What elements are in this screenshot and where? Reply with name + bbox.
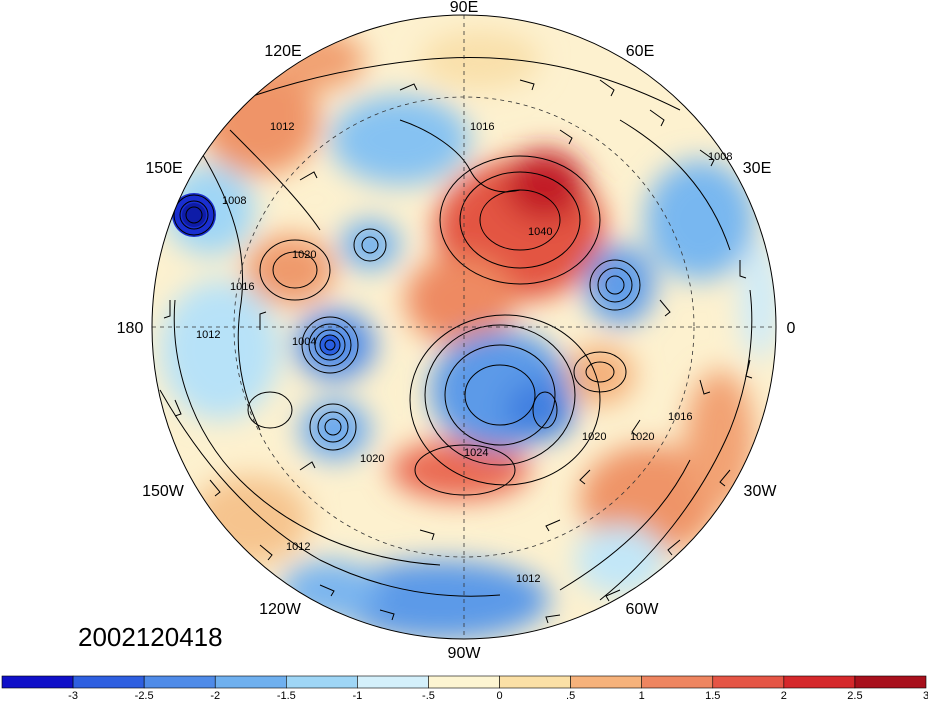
colorbar-swatch [712,675,785,689]
colorbar-swatch [854,675,927,689]
colorbar-swatch [570,675,642,689]
contour-label: 1020 [582,431,606,443]
colorbar-swatch [641,675,714,689]
colorbar-swatch [72,675,145,689]
colorbar-swatch [783,675,856,689]
colorbar-tick-label: 1.5 [705,690,720,702]
colorbar-tick-label: 3 [923,690,928,702]
contour-label: 1008 [708,151,732,163]
lon-label-150e: 150E [145,160,182,177]
lon-label-90e: 90E [450,0,478,16]
colorbar: -3 -2.5 -2 -1.5 -1 -.5 0 .5 1 1.5 2 2.5 3 [1,675,928,702]
graticule [152,15,776,639]
lon-label-30e: 30E [743,160,771,177]
colorbar-swatch [428,675,500,689]
lon-label-30w: 30W [744,483,778,500]
lon-label-180: 180 [117,320,144,337]
colorbar-swatch [143,675,216,689]
contour-label: 1016 [230,281,254,293]
lon-label-120w: 120W [259,601,302,618]
colorbar-tick-label: 0 [496,690,502,702]
contour-label: 1008 [222,195,246,207]
lon-label-90w: 90W [448,645,482,662]
contour-label: 1020 [360,453,384,465]
lon-label-120e: 120E [264,43,301,60]
colorbar-swatch [286,675,358,689]
colorbar-tick-label: -1.5 [277,690,296,702]
colorbar-swatch [214,675,287,689]
colorbar-tick-label: -1 [352,690,362,702]
contour-label: 1020 [292,249,316,261]
contour-label: 1004 [292,336,316,348]
contour-label: 1020 [630,431,654,443]
longitude-labels: 90E 120E 60E 150E 30E 180 0 150W 30W 120… [117,0,796,662]
lon-label-150w: 150W [142,483,185,500]
contour-label: 1024 [464,447,488,459]
contour-label: 1040 [528,226,552,238]
colorbar-tick-label: 2 [781,690,787,702]
colorbar-tick-label: 2.5 [847,690,862,702]
contour-label: 1012 [286,541,310,553]
contour-label: 1016 [470,121,494,133]
timestamp-label: 2002120418 [78,622,223,652]
contour-label: 1012 [270,121,294,133]
colorbar-tick-label: -.5 [422,690,435,702]
lon-label-0: 0 [787,320,796,337]
contour-label: 1012 [196,329,220,341]
colorbar-tick-label: 1 [639,690,645,702]
isobar-contours [159,56,753,601]
contour-label: 1012 [516,573,540,585]
lon-label-60w: 60W [626,601,660,618]
colorbar-tick-label: -3 [68,690,78,702]
colorbar-tick-label: -2.5 [135,690,154,702]
colorbar-swatch [357,675,429,689]
colorbar-tick-label: .5 [566,690,575,702]
contour-value-labels: 1008 1016 1012 1020 1004 1040 1024 1008 … [196,121,732,585]
lon-label-60e: 60E [626,43,654,60]
colorbar-tick-label: -2 [210,690,220,702]
map-boundary [151,14,777,640]
contour-label: 1016 [668,411,692,423]
colorbar-swatch [1,675,74,689]
colorbar-swatch [499,675,571,689]
